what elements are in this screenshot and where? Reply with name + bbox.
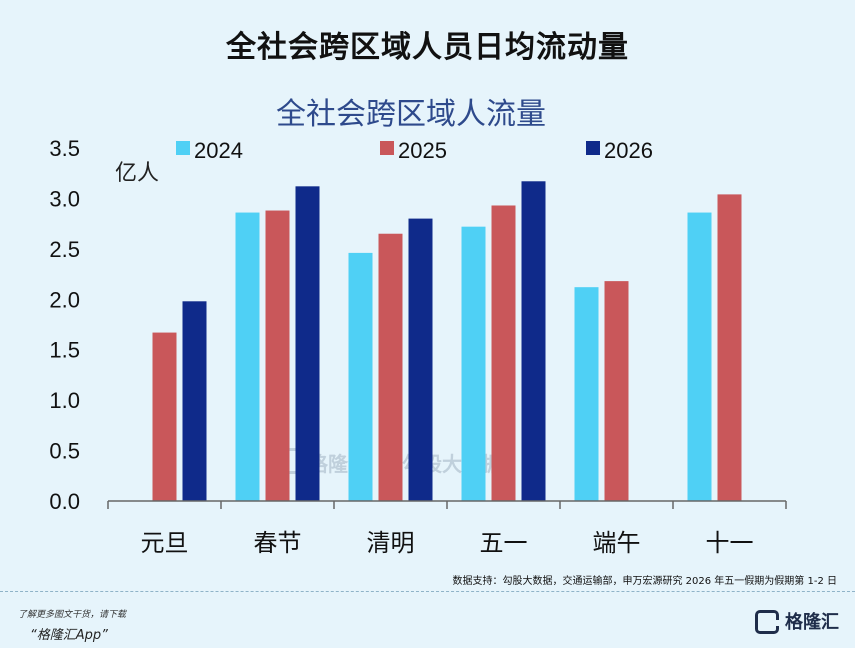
legend-label-2026: 2026 [604, 138, 653, 163]
legend-swatch-2024 [176, 141, 190, 155]
x-tick-label: 元旦 [141, 529, 189, 557]
bar-2024 [235, 212, 260, 501]
y-tick-label: 0.5 [49, 439, 80, 464]
bar-2025 [152, 332, 177, 501]
x-tick-label: 端午 [593, 529, 641, 557]
legend-swatch-2025 [380, 141, 394, 155]
bar-2025 [378, 233, 403, 501]
bar-2026 [182, 301, 207, 501]
bar-2025 [604, 281, 629, 501]
chart-title: 全社会跨区域人流量 [276, 97, 546, 132]
y-axis-unit-label: 亿人 [115, 161, 159, 186]
y-tick-label: 3.0 [49, 186, 80, 211]
legend-swatch-2026 [586, 141, 600, 155]
x-tick-label: 清明 [367, 529, 415, 557]
bar-2026 [521, 181, 546, 502]
bar-chart: 全社会跨区域人流量 亿人 0.0 0.5 1.0 1.5 2.0 2.5 3.0 3.5 元旦… [49, 97, 787, 557]
logo-icon [755, 610, 779, 634]
footer-download-prompt: 了解更多图文干货，请下载 [18, 610, 127, 620]
bar-2024 [348, 252, 373, 501]
bar-2024 [687, 212, 712, 501]
legend-label-2024: 2024 [194, 138, 243, 163]
bar-2025 [265, 210, 290, 501]
y-tick-label: 2.0 [49, 287, 80, 312]
y-tick-label: 3.5 [49, 136, 80, 161]
source-note: 数据支持：勾股大数据，交通运输部，申万宏源研究 2026 年五一假期为假期第 1… [452, 576, 838, 587]
x-tick-label: 五一 [480, 529, 528, 557]
bar-2025 [491, 205, 516, 501]
bar-2026 [295, 186, 320, 501]
bar-2025 [717, 194, 742, 501]
y-tick-label: 2.5 [49, 237, 80, 262]
footer-logo: 格隆汇 [755, 606, 847, 642]
y-tick-label: 1.5 [49, 338, 80, 363]
bar-2026 [408, 218, 433, 501]
footer-divider [0, 591, 855, 592]
legend-label-2025: 2025 [398, 138, 447, 163]
footer-app-name: “格隆汇App” [30, 628, 108, 643]
x-tick-label: 春节 [254, 529, 302, 557]
page-title: 全社会跨区域人员日均流动量 [226, 30, 629, 65]
y-tick-label: 1.0 [49, 388, 80, 413]
bar-2024 [461, 226, 486, 501]
footer-logo-text: 格隆汇 [785, 612, 839, 633]
x-tick-label: 十一 [706, 529, 754, 557]
y-tick-label: 0.0 [49, 489, 80, 514]
bar-2024 [574, 287, 599, 501]
